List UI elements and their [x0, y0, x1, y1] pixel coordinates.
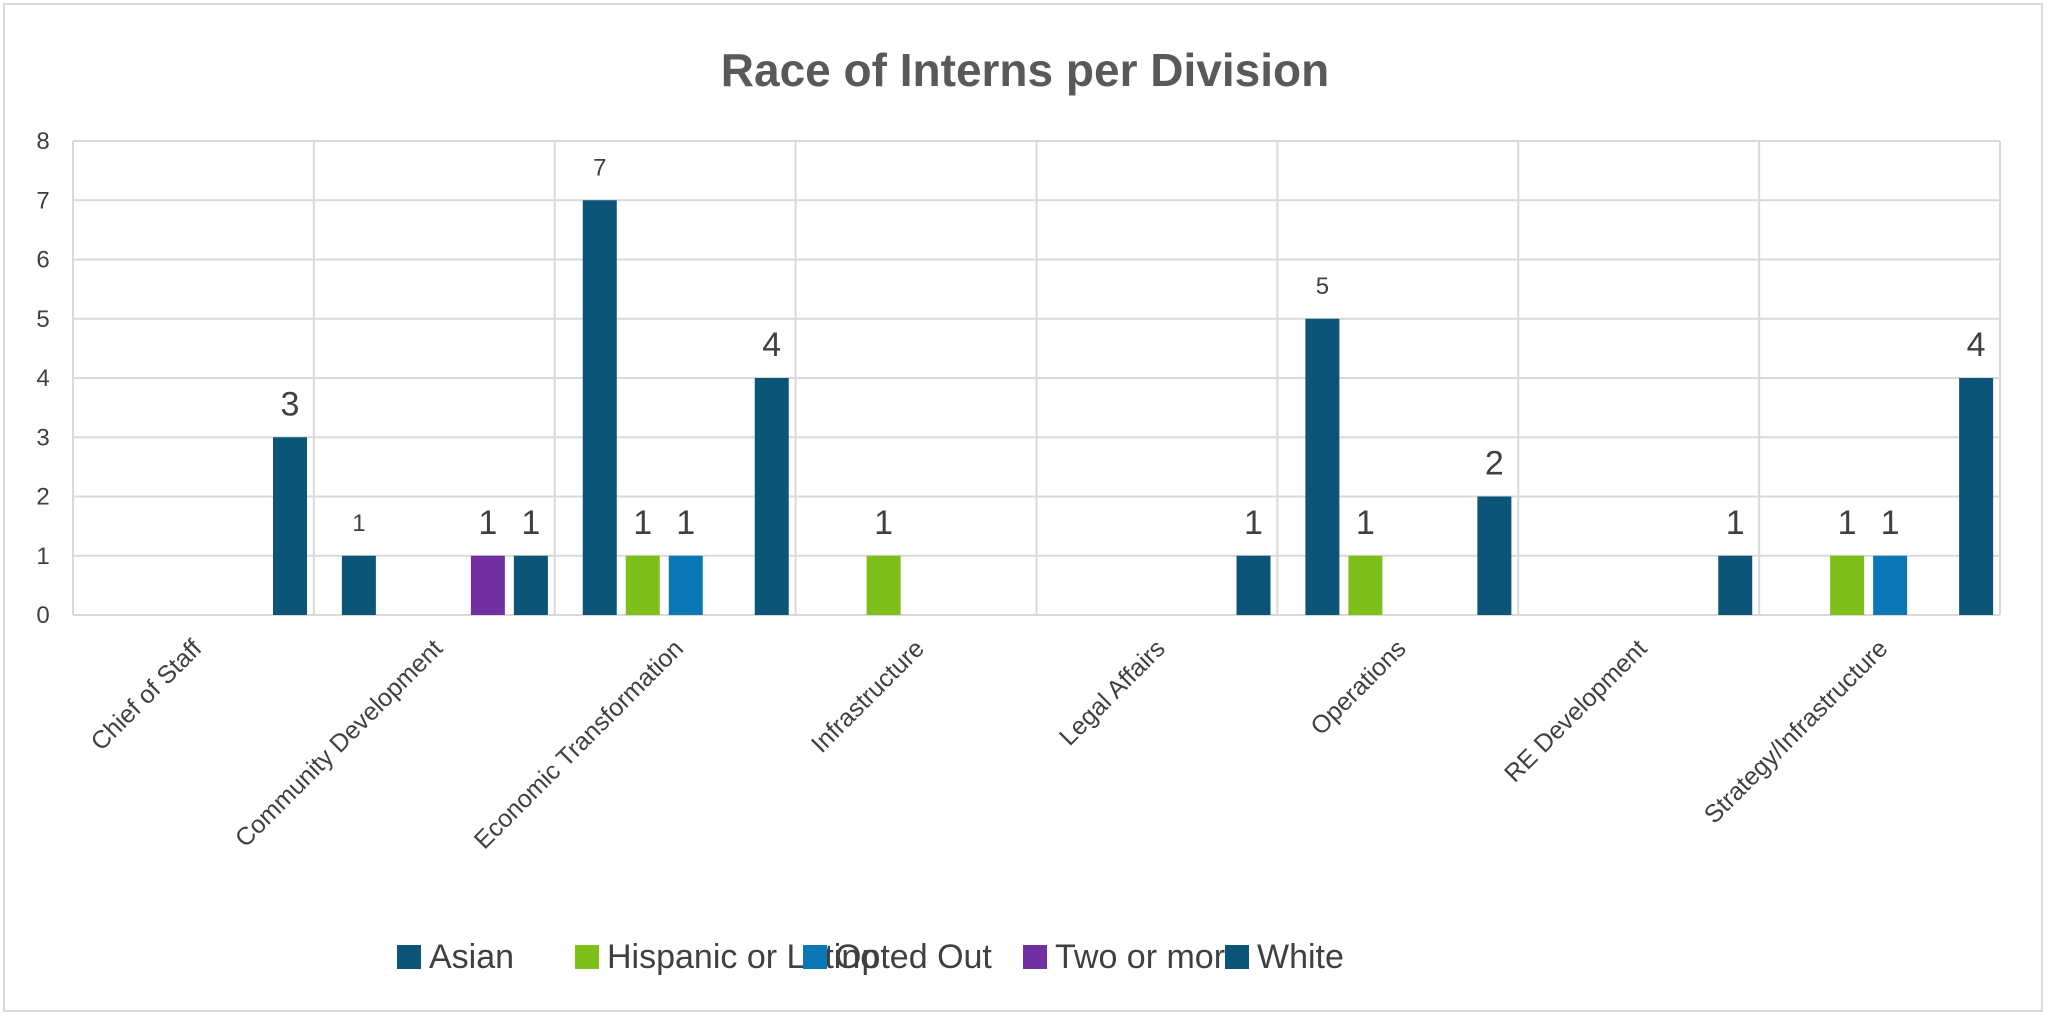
x-axis: Chief of Staff Community Development Econo… — [86, 634, 1894, 854]
chart-title: Race of Interns per Division — [721, 44, 1329, 96]
x-tick-label-chief-of-staff: Chief of Staff — [86, 634, 208, 756]
bar-chief-of-staff-white — [273, 437, 307, 615]
legend-item-asian: Asian — [397, 938, 514, 976]
bar-re-development-white — [1718, 555, 1753, 615]
legend-item-white: White — [1225, 938, 1344, 976]
data-label-operations-white: 2 — [1485, 445, 1504, 483]
data-label-chief-of-staff-white: 3 — [281, 385, 300, 423]
bar-chart: Race of Interns per Division 31 1 171 141 15… — [36, 44, 2001, 976]
x-tick-label-infrastructure: Infrastructure — [806, 634, 930, 758]
bar-economic-transformation-asian — [582, 200, 617, 615]
bar-infrastructure-hispanic-or-latino — [866, 555, 901, 615]
data-label-community-development-asian: 1 — [352, 510, 365, 537]
data-label-operations-hispanic-or-latino: 1 — [1356, 504, 1375, 542]
y-tick-label: 3 — [36, 424, 49, 451]
x-tick-label-operations: Operations — [1305, 634, 1411, 740]
bar-community-development-asian — [341, 555, 376, 615]
x-tick-label-community-development: Community Development — [230, 634, 448, 852]
y-tick-label: 5 — [36, 306, 49, 333]
data-label-economic-transformation-opted-out: 1 — [676, 504, 695, 542]
y-tick-label: 2 — [36, 484, 49, 511]
bar-legal-affairs-white — [1236, 555, 1271, 615]
legend-label: White — [1257, 938, 1344, 976]
bar-operations-white — [1477, 496, 1512, 615]
y-tick-label: 4 — [36, 365, 49, 392]
bar-community-development-two-or-more — [470, 555, 505, 615]
bars — [273, 200, 1994, 615]
bar-operations-asian — [1305, 318, 1340, 615]
legend-swatch — [803, 945, 827, 969]
data-label-strategy-infrastructure-hispanic-or-latino: 1 — [1838, 504, 1857, 542]
x-tick-label-legal-affairs: Legal Affairs — [1054, 634, 1171, 751]
y-tick-label: 7 — [36, 187, 49, 214]
y-tick-label: 8 — [36, 128, 49, 155]
y-tick-label: 0 — [36, 602, 49, 629]
x-tick-label-economic-transformation: Economic Transformation — [469, 634, 689, 854]
data-label-strategy-infrastructure-opted-out: 1 — [1881, 504, 1900, 542]
legend-swatch — [397, 945, 421, 969]
legend-label: Hispanic or Latino — [607, 938, 879, 976]
data-label-infrastructure-hispanic-or-latino: 1 — [874, 504, 893, 542]
y-tick-label: 6 — [36, 247, 49, 274]
data-label-economic-transformation-hispanic-or-latino: 1 — [633, 504, 652, 542]
bar-strategy-infrastructure-white — [1959, 378, 1994, 615]
y-axis: 0 1 2 3 4 5 6 7 8 — [36, 128, 49, 629]
x-tick-label-strategy-infrastructure: Strategy/Infrastructure — [1699, 634, 1894, 829]
legend-swatch — [1023, 945, 1047, 969]
y-tick-label: 1 — [36, 543, 49, 570]
bar-economic-transformation-white — [754, 378, 789, 615]
bar-community-development-white — [513, 555, 548, 615]
bar-economic-transformation-hispanic-or-latino — [625, 555, 660, 615]
data-label-legal-affairs-white: 1 — [1244, 504, 1263, 542]
data-label-strategy-infrastructure-white: 4 — [1967, 326, 1986, 364]
data-label-re-development-white: 1 — [1726, 504, 1745, 542]
data-label-operations-asian: 5 — [1316, 273, 1329, 300]
legend-item-hispanic-or-latino: Hispanic or Latino — [575, 938, 879, 976]
data-label-economic-transformation-white: 4 — [762, 326, 781, 364]
bar-economic-transformation-opted-out — [668, 555, 703, 615]
data-label-economic-transformation-asian: 7 — [593, 154, 606, 181]
legend-swatch — [575, 945, 599, 969]
legend-item-opted-out: Opted Out — [803, 938, 992, 976]
legend-label: Asian — [429, 938, 514, 976]
bar-operations-hispanic-or-latino — [1348, 555, 1383, 615]
bar-strategy-infrastructure-hispanic-or-latino — [1830, 555, 1865, 615]
x-tick-label-re-development: RE Development — [1499, 634, 1652, 787]
legend-label: Opted Out — [835, 938, 992, 976]
legend-item-two-or-more: Two or more — [1023, 938, 1244, 976]
grid — [72, 140, 2001, 616]
bar-strategy-infrastructure-opted-out — [1873, 555, 1908, 615]
data-label-community-development-white: 1 — [521, 504, 540, 542]
legend-label: Two or more — [1055, 938, 1244, 976]
data-label-community-development-two-or-more: 1 — [478, 504, 497, 542]
legend-swatch — [1225, 945, 1249, 969]
